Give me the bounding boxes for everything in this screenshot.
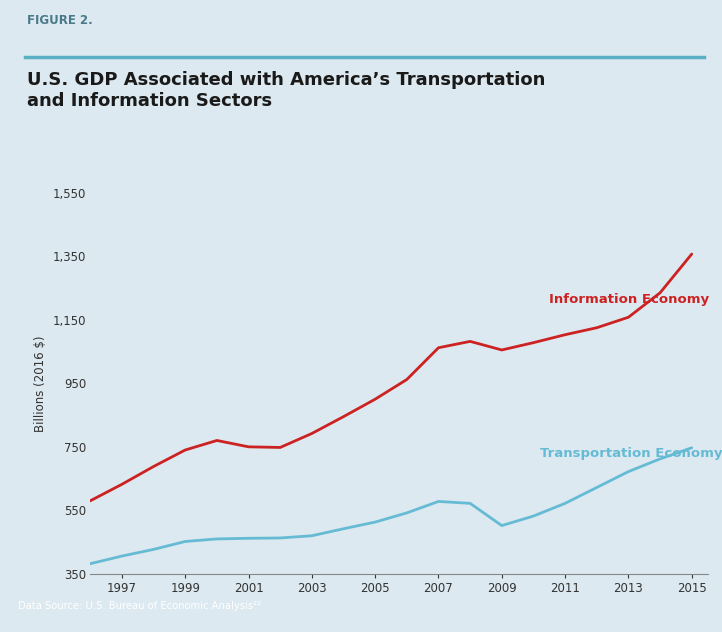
- Text: FIGURE 2.: FIGURE 2.: [27, 14, 93, 27]
- Text: U.S. GDP Associated with America’s Transportation
and Information Sectors: U.S. GDP Associated with America’s Trans…: [27, 71, 546, 110]
- Text: Data Source: U.S. Bureau of Economic Analysis²²: Data Source: U.S. Bureau of Economic Ana…: [18, 601, 261, 611]
- Text: Information Economy: Information Economy: [549, 293, 710, 305]
- Y-axis label: Billions (2016 $): Billions (2016 $): [34, 335, 47, 432]
- Text: Transportation Economy: Transportation Economy: [540, 447, 722, 459]
